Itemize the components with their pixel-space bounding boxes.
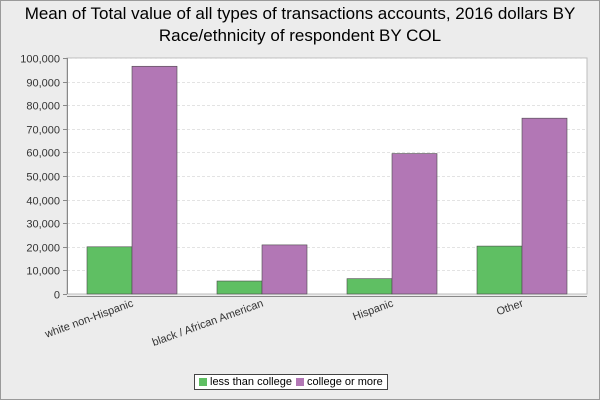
x-tick-label: Other: [495, 297, 525, 318]
legend-item: less than college: [199, 376, 292, 388]
y-tick-label: 90,000: [26, 78, 60, 90]
legend-item: college or more: [295, 376, 383, 388]
x-tick-label: Hispanic: [351, 297, 395, 323]
legend-swatch: [199, 378, 207, 386]
chart-title: Mean of Total value of all types of tran…: [1, 3, 599, 47]
y-tick-label: 0: [54, 290, 60, 302]
bar-less-than-college-0: [86, 246, 133, 295]
legend-label: college or more: [306, 376, 383, 388]
bar-less-than-college-1: [216, 280, 263, 295]
y-tick-label: 100,000: [20, 54, 60, 66]
y-tick-label: 20,000: [26, 243, 60, 255]
bar-college-or-more-1: [261, 244, 308, 295]
legend-label: less than college: [210, 376, 292, 388]
y-tick-label: 70,000: [26, 125, 60, 137]
x-tick-label: black / African American: [151, 298, 265, 349]
bar-less-than-college-2: [346, 278, 393, 295]
y-tick-label: 80,000: [26, 101, 60, 113]
chart-title-line-1: Mean of Total value of all types of tran…: [24, 4, 576, 23]
bar-college-or-more-3: [521, 117, 568, 295]
legend-swatch: [295, 378, 304, 386]
y-tick-label: 10,000: [26, 266, 60, 278]
chart-legend: less than college college or more: [194, 374, 388, 390]
bar-college-or-more-0: [131, 65, 178, 295]
y-tick-label: 30,000: [26, 219, 60, 231]
bar-less-than-college-3: [476, 245, 523, 295]
bar-college-or-more-2: [391, 153, 438, 295]
x-tick-label: white non-Hispanic: [43, 297, 136, 341]
y-tick-label: 40,000: [26, 196, 60, 208]
y-tick-label: 50,000: [26, 172, 60, 184]
y-tick-label: 60,000: [26, 148, 60, 160]
chart-title-line-2: Race/ethnicity of respondent BY COL: [158, 26, 442, 45]
